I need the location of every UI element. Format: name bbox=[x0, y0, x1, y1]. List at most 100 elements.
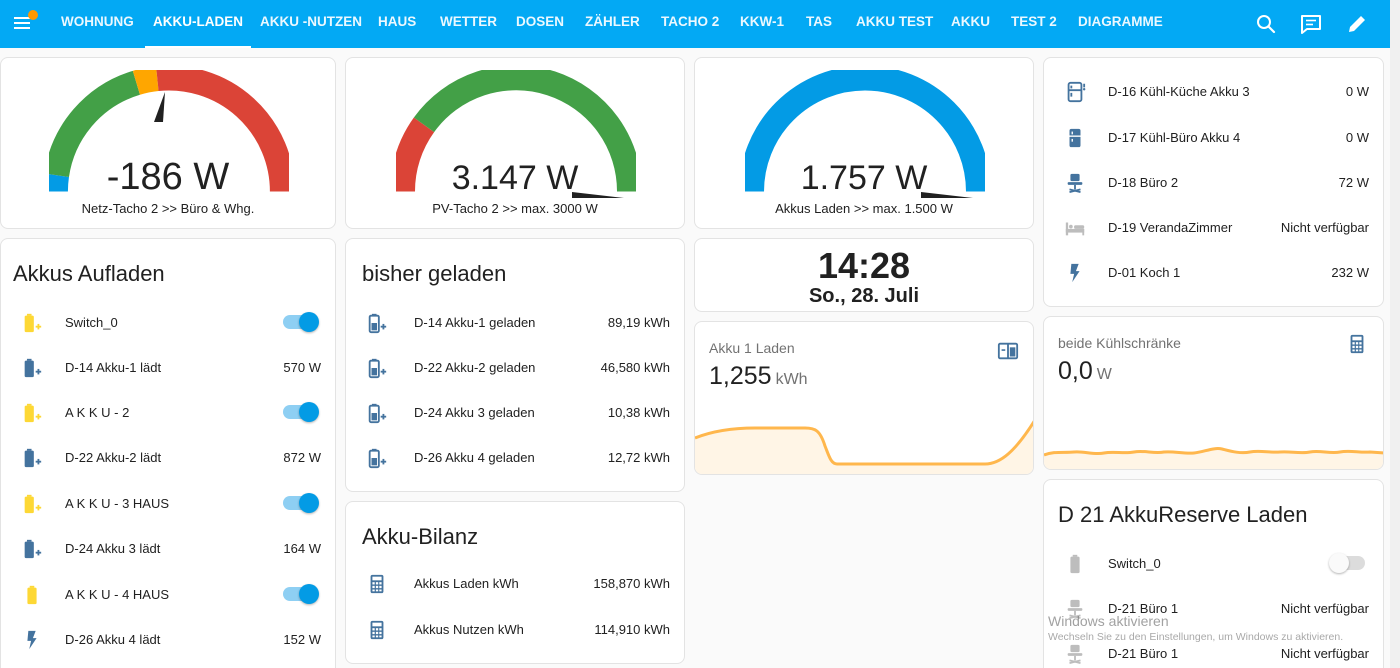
pencil-icon[interactable] bbox=[1345, 12, 1369, 36]
entity-row[interactable]: D-16 Kühl-Küche Akku 3 0 W bbox=[1044, 77, 1383, 107]
entity-name: D-22 Akku-2 geladen bbox=[414, 360, 536, 375]
entity-row[interactable]: A K K U - 4 HAUS bbox=[1, 580, 335, 610]
battery-icon bbox=[27, 585, 37, 605]
tab-diagramme[interactable]: DIAGRAMME bbox=[1078, 14, 1163, 29]
top-toolbar: WOHNUNG AKKU-LADEN AKKU -NUTZEN HAUS WET… bbox=[0, 0, 1390, 48]
menu-icon[interactable] bbox=[12, 10, 38, 36]
entity-row[interactable]: Switch_0 bbox=[1, 308, 335, 338]
sensor-value: 0,0 W bbox=[1058, 357, 1112, 386]
sensor-unit: kWh bbox=[775, 371, 808, 388]
tab-akku[interactable]: AKKU bbox=[951, 14, 990, 29]
entity-row[interactable]: D-24 Akku 3 geladen 10,38 kWh bbox=[346, 398, 684, 428]
sensor-number: 0,0 bbox=[1058, 357, 1093, 385]
switch-toggle[interactable] bbox=[283, 402, 319, 422]
entity-name: A K K U - 3 HAUS bbox=[65, 496, 170, 511]
gauge-card-akkus-laden[interactable]: 1.757 W Akkus Laden >> max. 1.500 W bbox=[694, 57, 1034, 229]
entity-name: Akkus Nutzen kWh bbox=[414, 622, 524, 637]
flash-icon bbox=[1070, 263, 1080, 283]
card-title: bisher geladen bbox=[362, 261, 507, 286]
entity-value: 10,38 kWh bbox=[607, 405, 670, 420]
entity-row[interactable]: Akkus Nutzen kWh 114,910 kWh bbox=[346, 615, 684, 645]
tab-tas[interactable]: TAS bbox=[806, 14, 832, 29]
card-title: Akkus Aufladen bbox=[13, 261, 165, 286]
entity-row[interactable]: Switch_0 bbox=[1044, 549, 1383, 579]
entity-row[interactable]: D-14 Akku-1 lädt 570 W bbox=[1, 353, 335, 383]
entity-row[interactable]: D-18 Büro 2 72 W bbox=[1044, 168, 1383, 198]
entity-value: 158,870 kWh bbox=[593, 576, 670, 591]
calculator-icon bbox=[370, 620, 384, 640]
entity-row[interactable]: D-22 Akku-2 geladen 46,580 kWh bbox=[346, 353, 684, 383]
akku-bilanz-card: Akku-Bilanz Akkus Laden kWh 158,870 kWh … bbox=[345, 501, 685, 664]
entity-value: 12,72 kWh bbox=[607, 450, 670, 465]
clock-card: 14:28 So., 28. Juli bbox=[694, 238, 1034, 312]
sparkline-akku1 bbox=[695, 420, 1033, 474]
entity-row[interactable]: D-24 Akku 3 lädt 164 W bbox=[1, 534, 335, 564]
entity-row[interactable]: D-26 Akku 4 geladen 12,72 kWh bbox=[346, 443, 684, 473]
gauge-pv bbox=[396, 70, 636, 198]
entity-value: 232 W bbox=[1331, 265, 1369, 280]
sensor-unit: W bbox=[1096, 366, 1112, 383]
devices-card: D-16 Kühl-Küche Akku 3 0 W D-17 Kühl-Bür… bbox=[1043, 57, 1384, 307]
tab-akku-laden[interactable]: AKKU-LADEN bbox=[145, 0, 251, 48]
scrollbar[interactable] bbox=[1390, 0, 1400, 668]
bed-icon bbox=[1065, 222, 1085, 236]
battery-icon bbox=[1070, 554, 1080, 574]
fridge-icon bbox=[1067, 81, 1086, 103]
tab-dosen[interactable]: DOSEN bbox=[516, 14, 565, 29]
entity-row[interactable]: D-19 VerandaZimmer Nicht verfügbar bbox=[1044, 213, 1383, 243]
entity-name: D-18 Büro 2 bbox=[1108, 175, 1179, 190]
entity-value: Nicht verfügbar bbox=[1280, 220, 1369, 235]
gauge-value: 3.147 W bbox=[451, 159, 579, 197]
entity-value: 72 W bbox=[1338, 175, 1369, 190]
entity-name: Akkus Laden kWh bbox=[414, 576, 519, 591]
entity-name: A K K U - 2 bbox=[65, 405, 130, 420]
entity-row[interactable]: D-21 Büro 1 Nicht verfügbar bbox=[1044, 639, 1383, 668]
tab-haus[interactable]: HAUS bbox=[378, 14, 417, 29]
gauge-label: Akkus Laden >> max. 1.500 W bbox=[775, 201, 953, 216]
switch-toggle[interactable] bbox=[1329, 553, 1365, 573]
bisher-geladen-card: bisher geladen D-14 Akku-1 geladen 89,19… bbox=[345, 238, 685, 492]
entity-row[interactable]: D-01 Koch 1 232 W bbox=[1044, 258, 1383, 288]
entity-name: D-24 Akku 3 lädt bbox=[65, 541, 161, 556]
entity-value: 89,19 kWh bbox=[607, 315, 670, 330]
entity-row[interactable]: D-17 Kühl-Büro Akku 4 0 W bbox=[1044, 123, 1383, 153]
battery-charging-icon bbox=[24, 448, 42, 468]
tab-zaehler[interactable]: ZÄHLER bbox=[585, 14, 640, 29]
battery-charging-icon bbox=[24, 494, 42, 514]
clock-time: 14:28 bbox=[817, 245, 911, 286]
entity-row[interactable]: D-22 Akku-2 lädt 872 W bbox=[1, 443, 335, 473]
entity-value: Nicht verfügbar bbox=[1280, 646, 1369, 661]
tab-wohnung[interactable]: WOHNUNG bbox=[61, 14, 134, 29]
tab-tacho-2[interactable]: TACHO 2 bbox=[661, 14, 720, 29]
kuehlschraenke-card[interactable]: beide Kühlschränke 0,0 W bbox=[1043, 316, 1384, 470]
entity-row[interactable]: D-21 Büro 1 Nicht verfügbar bbox=[1044, 594, 1383, 624]
entity-name: D-21 Büro 1 bbox=[1108, 601, 1179, 616]
akkus-aufladen-card: Akkus Aufladen Switch_0 D-14 Akku-1 lädt… bbox=[0, 238, 336, 668]
tab-wetter[interactable]: WETTER bbox=[440, 14, 497, 29]
entity-name: D-16 Kühl-Küche Akku 3 bbox=[1108, 84, 1250, 99]
entity-row[interactable]: D-26 Akku 4 lädt 152 W bbox=[1, 625, 335, 655]
search-icon[interactable] bbox=[1254, 12, 1278, 36]
switch-toggle[interactable] bbox=[283, 584, 319, 604]
switch-toggle[interactable] bbox=[283, 493, 319, 513]
gauge-card-netz[interactable]: -186 W Netz-Tacho 2 >> Büro & Whg. bbox=[0, 57, 336, 229]
battery-charging-icon bbox=[24, 313, 42, 333]
entity-row[interactable]: D-14 Akku-1 geladen 89,19 kWh bbox=[346, 308, 684, 338]
clock-date: So., 28. Juli bbox=[808, 285, 920, 307]
gauge-card-pv[interactable]: 3.147 W PV-Tacho 2 >> max. 3000 W bbox=[345, 57, 685, 229]
entity-value: Nicht verfügbar bbox=[1280, 601, 1369, 616]
chair-icon bbox=[1067, 599, 1083, 620]
chat-icon[interactable] bbox=[1299, 12, 1323, 36]
tab-akku-test[interactable]: AKKU TEST bbox=[856, 14, 934, 29]
gauge-value: -186 W bbox=[106, 156, 230, 198]
sensor-name: Akku 1 Laden bbox=[709, 340, 795, 356]
tab-kkw-1[interactable]: KKW-1 bbox=[740, 14, 784, 29]
entity-row[interactable]: A K K U - 3 HAUS bbox=[1, 489, 335, 519]
entity-row[interactable]: Akkus Laden kWh 158,870 kWh bbox=[346, 569, 684, 599]
entity-row[interactable]: A K K U - 2 bbox=[1, 398, 335, 428]
switch-toggle[interactable] bbox=[283, 312, 319, 332]
tab-akku-nutzen[interactable]: AKKU -NUTZEN bbox=[260, 14, 362, 29]
akku1-laden-card[interactable]: Akku 1 Laden 1,255 kWh bbox=[694, 321, 1034, 475]
entity-value: 570 W bbox=[283, 360, 321, 375]
tab-test-2[interactable]: TEST 2 bbox=[1011, 14, 1057, 29]
